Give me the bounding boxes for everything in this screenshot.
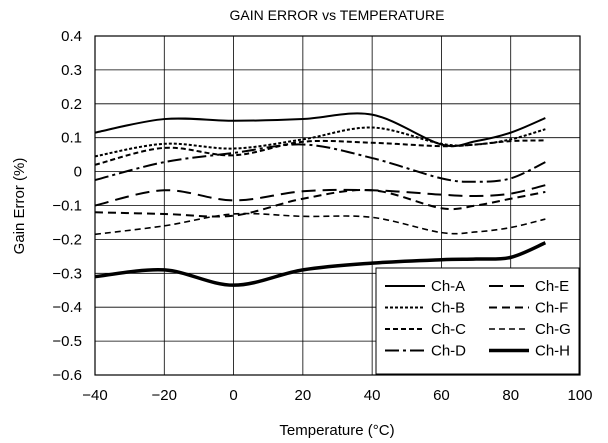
series-line-ch-g [94, 212, 546, 236]
x-tick-label: 20 [295, 387, 312, 404]
gridlines [94, 35, 581, 376]
plot-frame [94, 35, 581, 376]
y-tick-label: −0.1 [52, 198, 82, 215]
y-tick-label: −0.3 [52, 265, 82, 282]
y-tick-label: −0.6 [52, 367, 82, 384]
x-tick-label: 100 [567, 387, 592, 404]
x-tick-label: 0 [229, 387, 237, 404]
x-tick-label: 60 [433, 387, 450, 404]
y-tick-label: −0.2 [52, 231, 82, 248]
legend-label-ch-f: Ch-F [535, 300, 568, 317]
series-line-ch-h [94, 241, 547, 287]
y-tick-label: −0.5 [52, 333, 82, 350]
y-tick-label: 0.3 [61, 62, 82, 79]
series-line-ch-d [94, 143, 546, 183]
series-line-ch-b [94, 126, 546, 158]
legend-label-ch-e: Ch-E [535, 278, 569, 295]
x-tick-label: −20 [152, 387, 177, 404]
legend-label-ch-h: Ch-H [535, 343, 570, 360]
x-tick-label: 80 [502, 387, 519, 404]
legend: Ch-A Ch-B Ch-C Ch-D Ch-E Ch-F Ch-G Ch-H [375, 267, 580, 375]
x-axis-label: Temperature (°C) [279, 422, 394, 439]
legend-label-ch-g: Ch-G [535, 321, 571, 338]
y-axis-label: Gain Error (%) [11, 158, 28, 255]
y-tick-label: 0.4 [61, 28, 82, 45]
chart-title: GAIN ERROR vs TEMPERATURE [230, 7, 445, 23]
x-tick-label: 40 [364, 387, 381, 404]
x-tick-labels: −40 −20 0 20 40 60 80 100 [82, 387, 592, 404]
series-line-ch-a [94, 112, 546, 148]
y-tick-label: −0.4 [52, 299, 82, 316]
y-tick-labels: 0.4 0.3 0.2 0.1 0 −0.1 −0.2 −0.3 −0.4 −0.5 −0.6 [52, 28, 82, 384]
series-lines [94, 112, 547, 287]
x-tick-label: −40 [82, 387, 107, 404]
legend-label-ch-b: Ch-B [431, 300, 465, 317]
series-line-ch-c [94, 139, 546, 166]
legend-label-ch-a: Ch-A [431, 278, 465, 295]
series-line-ch-f [94, 188, 546, 218]
y-tick-label: 0.2 [61, 96, 82, 113]
y-tick-label: 0 [74, 164, 82, 181]
legend-label-ch-d: Ch-D [431, 343, 466, 360]
y-tick-label: 0.1 [61, 130, 82, 147]
legend-label-ch-c: Ch-C [431, 321, 466, 338]
